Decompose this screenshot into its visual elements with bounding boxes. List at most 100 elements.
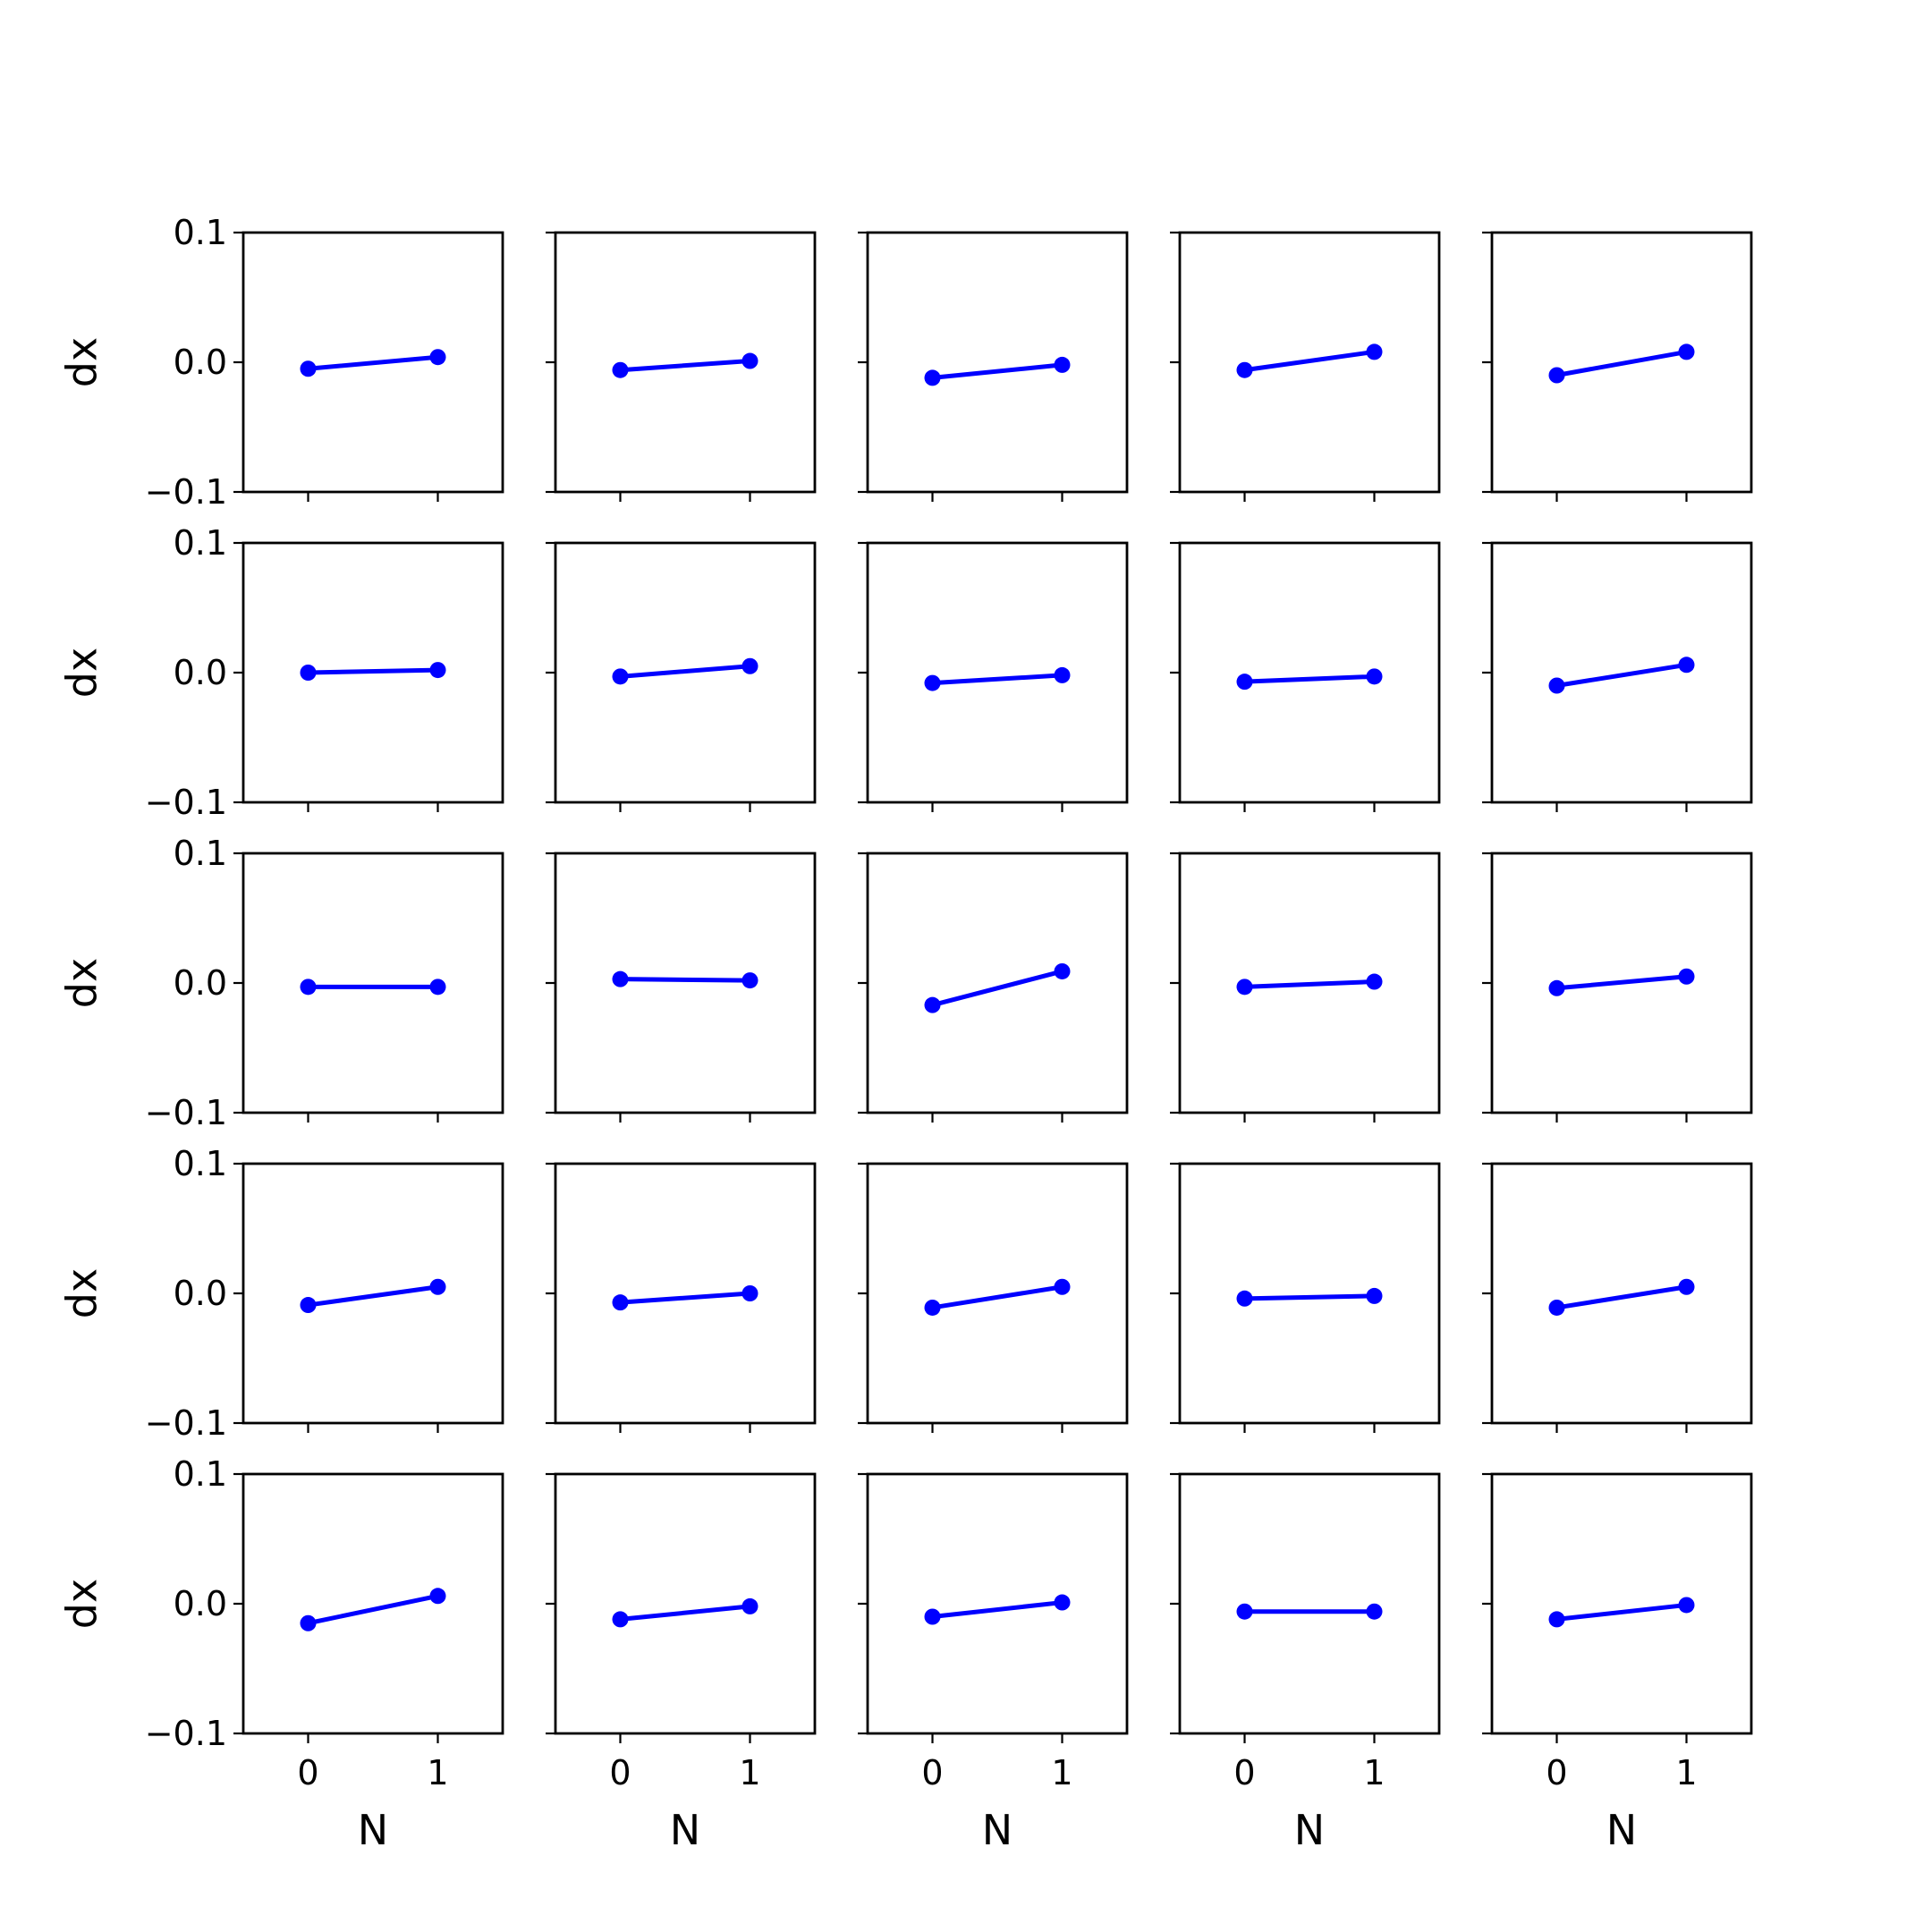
- axes-frame: [242, 852, 504, 1114]
- x-axis-label: N: [1294, 1806, 1325, 1854]
- series-line: [930, 673, 1064, 686]
- x-tick-label: 1: [1051, 1753, 1072, 1792]
- axes-frame: [554, 852, 817, 1114]
- subplot: [1170, 231, 1441, 502]
- data-point: [300, 979, 317, 996]
- series-line: [1242, 349, 1377, 373]
- data-point: [300, 1297, 317, 1314]
- subplot: 0 1N: [1170, 1472, 1441, 1854]
- subplot: [1482, 852, 1753, 1123]
- data-point: [1678, 343, 1695, 360]
- series-line: [1242, 674, 1377, 684]
- series-line: [306, 667, 440, 675]
- data-point: [924, 1608, 941, 1625]
- axes-frame: [554, 231, 817, 494]
- data-point: [924, 1299, 941, 1316]
- y-tick-label: 0.0: [174, 1274, 227, 1313]
- axes-frame: [1490, 541, 1753, 804]
- subplot: 0 1N: [1482, 1472, 1753, 1854]
- data-point: [1054, 666, 1071, 683]
- data-point: [1054, 356, 1071, 373]
- data-point: [1678, 968, 1695, 985]
- series-line: [930, 1284, 1064, 1310]
- data-point: [1366, 973, 1383, 990]
- data-point: [1366, 343, 1383, 360]
- axes-frame: [1178, 231, 1441, 494]
- data-point: [429, 662, 446, 679]
- axes-frame: [1178, 1162, 1441, 1425]
- subplot: [546, 541, 817, 812]
- x-axis-label: N: [982, 1806, 1013, 1854]
- subplot: −0.1 0.0 0.1 dx: [58, 213, 504, 512]
- y-tick-label: 0.1: [174, 1144, 227, 1183]
- series-line: [1242, 1293, 1377, 1301]
- data-point: [1678, 1278, 1695, 1295]
- subplot: [858, 1162, 1129, 1433]
- y-tick-label: 0.1: [174, 523, 227, 563]
- axes-frame: [866, 231, 1129, 494]
- data-point: [1548, 677, 1565, 694]
- data-point: [741, 352, 758, 369]
- data-point: [1548, 367, 1565, 384]
- data-point: [612, 1611, 629, 1628]
- data-point: [1366, 1603, 1383, 1620]
- subplot: [1482, 231, 1753, 502]
- data-point: [612, 361, 629, 378]
- subplot-grid: −0.10.00.1dx−0.10.00.1dx−0.10.00.1dx−0.1…: [58, 213, 1753, 1854]
- subplot: [858, 541, 1129, 812]
- data-point: [300, 360, 317, 377]
- data-point: [1054, 962, 1071, 979]
- y-tick-label: 0.0: [174, 343, 227, 382]
- x-tick-label: 0: [1233, 1753, 1255, 1792]
- subplot: [546, 1162, 817, 1433]
- x-axis-label: N: [358, 1806, 388, 1854]
- data-point: [741, 972, 758, 989]
- y-axis-label: dx: [58, 337, 106, 387]
- axes-frame: [554, 541, 817, 804]
- axes-frame: [242, 1472, 504, 1735]
- subplot: −0.1 0.0 0.1 dx: [58, 834, 504, 1132]
- series-line: [930, 1600, 1064, 1619]
- axes-frame: [866, 1162, 1129, 1425]
- x-tick-label: 1: [427, 1753, 448, 1792]
- series-line: [1242, 979, 1377, 989]
- axes-frame: [1490, 1472, 1753, 1735]
- subplot: 0 1N: [858, 1472, 1129, 1854]
- data-point: [1054, 1278, 1071, 1295]
- data-point: [429, 1278, 446, 1295]
- subplot: −0.1 0.0 0.1 dx: [58, 523, 504, 822]
- series-line: [930, 969, 1064, 1008]
- series-line: [618, 359, 752, 373]
- data-point: [924, 996, 941, 1013]
- data-point: [429, 1588, 446, 1605]
- y-tick-label: 0.0: [174, 963, 227, 1003]
- data-point: [1236, 1603, 1253, 1620]
- x-tick-label: 1: [1363, 1753, 1385, 1792]
- data-point: [1548, 979, 1565, 996]
- y-tick-label: 0.1: [174, 213, 227, 252]
- subplot: [1170, 852, 1441, 1123]
- y-axis-label: dx: [58, 958, 106, 1008]
- data-point: [741, 657, 758, 674]
- data-point: [1236, 674, 1253, 691]
- data-point: [1366, 668, 1383, 685]
- axes-frame: [1490, 231, 1753, 494]
- data-point: [300, 665, 317, 681]
- data-point: [1054, 1594, 1071, 1611]
- series-line: [1555, 1602, 1689, 1622]
- axes-frame: [1490, 852, 1753, 1114]
- x-tick-label: 0: [921, 1753, 943, 1792]
- data-point: [429, 349, 446, 366]
- subplot: [1170, 541, 1441, 812]
- data-point: [1548, 1299, 1565, 1316]
- y-tick-label: 0.0: [174, 1584, 227, 1623]
- subplot: [1482, 1162, 1753, 1433]
- x-axis-label: N: [1606, 1806, 1637, 1854]
- series-line: [618, 664, 752, 679]
- series-line: [618, 1604, 752, 1622]
- data-point: [612, 668, 629, 685]
- y-tick-label: −0.1: [145, 783, 227, 822]
- data-point: [1366, 1287, 1383, 1304]
- subplot: [1482, 541, 1753, 812]
